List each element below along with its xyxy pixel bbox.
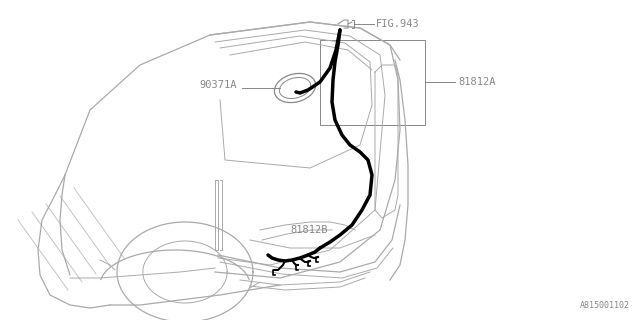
Bar <box>320 40 425 125</box>
Text: 81812A: 81812A <box>458 77 495 87</box>
Text: 90371A: 90371A <box>200 80 237 90</box>
Text: FIG.943: FIG.943 <box>376 19 420 29</box>
Ellipse shape <box>279 77 310 99</box>
Ellipse shape <box>275 73 316 103</box>
Text: 81812B: 81812B <box>290 225 328 235</box>
Text: A815001102: A815001102 <box>580 301 630 310</box>
